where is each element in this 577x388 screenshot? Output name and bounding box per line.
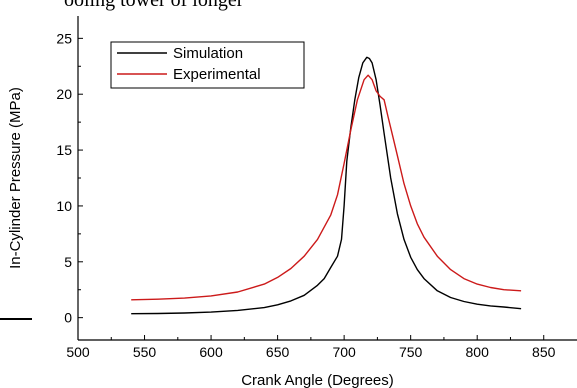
x-tick-label: 650	[266, 344, 290, 360]
x-tick-label: 550	[133, 344, 157, 360]
x-tick-label: 700	[332, 344, 356, 360]
series-line-simulation	[131, 56, 522, 315]
x-tick-label: 500	[66, 344, 90, 360]
y-axis-title: In-Cylinder Pressure (MPa)	[7, 87, 24, 269]
legend: Simulation Experimental	[110, 41, 305, 89]
x-tick-label: 750	[399, 344, 423, 360]
series-line-experimental	[131, 74, 522, 301]
y-tick-label: 15	[56, 142, 72, 158]
y-tick-label: 5	[64, 254, 72, 270]
x-tick-label: 850	[532, 344, 556, 360]
legend-label: Simulation	[173, 45, 243, 62]
y-tick-label: 10	[56, 198, 72, 214]
clipped-rule	[0, 318, 32, 320]
y-tick-label: 0	[64, 310, 72, 326]
clipped-caption-text: ooling tower of longer	[64, 0, 244, 11]
legend-box	[110, 41, 305, 89]
y-tick-label: 20	[56, 86, 72, 102]
series-layer	[131, 56, 522, 315]
x-tick-label: 600	[199, 344, 223, 360]
x-axis-title: Crank Angle (Degrees)	[241, 372, 394, 388]
x-tick-label: 800	[466, 344, 490, 360]
legend-label: Experimental	[173, 66, 261, 83]
y-tick-label: 25	[56, 30, 72, 46]
axes: 500 550 600 650 700 750 800 850 0 5 10 15 20 25	[56, 16, 577, 360]
